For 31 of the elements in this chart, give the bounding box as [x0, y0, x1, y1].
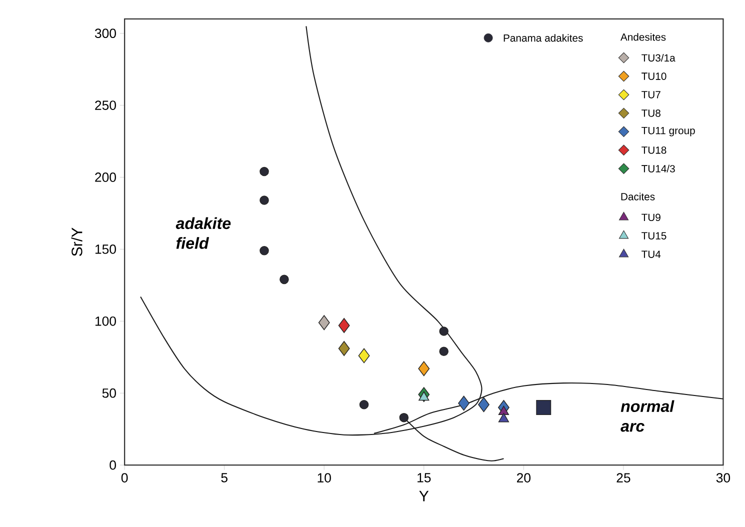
legend-label: TU3/1a — [642, 54, 676, 62]
y-tick-label: 200 — [95, 172, 116, 182]
annotation: Dacites — [621, 192, 655, 201]
legend-label: TU10 — [642, 72, 666, 80]
y-tick-label: 250 — [95, 100, 116, 110]
legend-label: TU7 — [642, 91, 660, 99]
y-tick-label: 300 — [94, 28, 116, 38]
x-tick-label: 30 — [716, 473, 730, 483]
x-axis-title: Y — [419, 491, 429, 502]
x-tick-label: 25 — [616, 473, 630, 483]
y-tick-label: 100 — [95, 316, 116, 326]
legend-label: TU15 — [642, 232, 666, 240]
legend-label: Panama adakites — [504, 34, 583, 42]
annotation: adakite field — [176, 217, 231, 250]
y-tick-label: 50 — [102, 388, 116, 398]
x-tick-label: 15 — [418, 473, 431, 483]
legend-label: TU9 — [642, 214, 660, 222]
x-tick-label: 5 — [221, 473, 228, 483]
legend-label: TU18 — [642, 146, 666, 154]
legend-label: TU14/3 — [642, 164, 675, 173]
legend-label: TU8 — [642, 110, 660, 118]
x-tick-label: 10 — [318, 473, 331, 483]
y-tick-label: 0 — [110, 460, 116, 470]
legend-label: TU11 group — [642, 127, 695, 136]
x-tick-label: 0 — [121, 473, 128, 483]
y-axis-title: Sr/Y — [71, 228, 82, 256]
annotation: Andesites — [620, 33, 666, 41]
y-tick-label: 150 — [95, 244, 116, 254]
annotation: normal arc — [620, 400, 674, 432]
x-tick-label: 20 — [516, 473, 531, 483]
legend-label: TU4 — [642, 250, 661, 258]
